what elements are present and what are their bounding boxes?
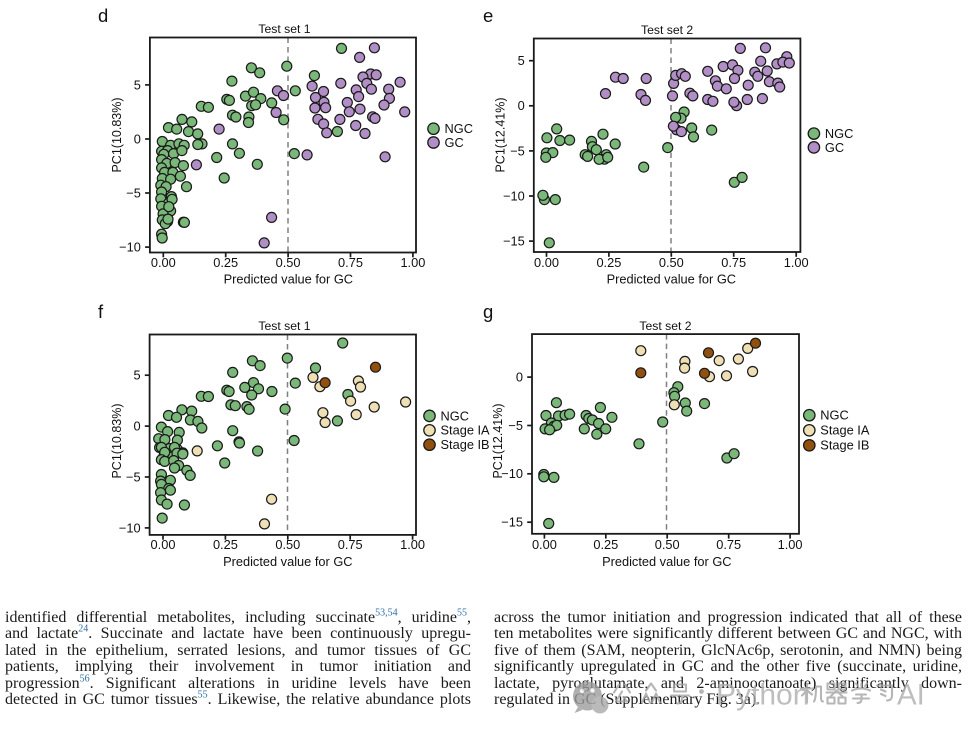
svg-text:Test set 1: Test set 1	[258, 319, 310, 333]
svg-text:0: 0	[134, 131, 141, 146]
svg-text:0.00: 0.00	[532, 537, 557, 552]
svg-text:0.25: 0.25	[593, 537, 618, 552]
svg-text:Test set 2: Test set 2	[641, 23, 693, 37]
svg-text:PC1(12.41%): PC1(12.41%)	[491, 403, 505, 478]
svg-text:GC: GC	[825, 140, 844, 155]
svg-text:1.00: 1.00	[778, 537, 803, 552]
svg-text:0.75: 0.75	[338, 537, 363, 552]
svg-text:−10: −10	[119, 520, 141, 535]
svg-text:0.50: 0.50	[659, 255, 684, 270]
svg-text:NGC: NGC	[820, 408, 848, 423]
svg-text:GC: GC	[445, 135, 464, 150]
svg-text:NGC: NGC	[441, 408, 469, 423]
svg-text:PC1(12.41%): PC1(12.41%)	[494, 97, 508, 172]
svg-text:NGC: NGC	[825, 126, 853, 141]
svg-text:Predicted value for GC: Predicted value for GC	[602, 554, 731, 569]
svg-text:−15: −15	[501, 515, 523, 530]
svg-text:5: 5	[518, 53, 525, 68]
svg-text:0.75: 0.75	[338, 255, 363, 270]
svg-text:−5: −5	[126, 185, 141, 200]
svg-text:0.00: 0.00	[151, 255, 176, 270]
svg-text:1.00: 1.00	[400, 537, 425, 552]
svg-text:e: e	[483, 5, 493, 26]
svg-text:−10: −10	[501, 466, 523, 481]
svg-text:−10: −10	[119, 240, 141, 255]
svg-text:Stage IA: Stage IA	[820, 423, 870, 438]
svg-text:0: 0	[516, 370, 523, 385]
svg-text:5: 5	[133, 368, 140, 383]
svg-text:Test set 2: Test set 2	[639, 319, 691, 333]
svg-text:5: 5	[134, 77, 141, 92]
svg-text:0.50: 0.50	[275, 537, 300, 552]
svg-text:Predicted value for GC: Predicted value for GC	[224, 272, 353, 287]
svg-text:0.50: 0.50	[655, 537, 680, 552]
svg-text:−5: −5	[508, 418, 523, 433]
svg-text:1.00: 1.00	[400, 255, 425, 270]
svg-text:PC1(10.83%): PC1(10.83%)	[110, 403, 124, 478]
svg-text:0.25: 0.25	[213, 255, 238, 270]
svg-text:0.75: 0.75	[721, 255, 746, 270]
svg-text:−15: −15	[503, 234, 525, 249]
svg-text:Stage IA: Stage IA	[441, 423, 491, 438]
svg-text:Stage IB: Stage IB	[441, 437, 490, 452]
svg-text:0.50: 0.50	[276, 255, 301, 270]
svg-text:g: g	[483, 301, 493, 322]
svg-text:f: f	[98, 301, 104, 322]
svg-text:−10: −10	[503, 188, 525, 203]
svg-text:AI: AI	[897, 678, 925, 711]
svg-text:−5: −5	[510, 143, 525, 158]
svg-text:Predicted value for GC: Predicted value for GC	[607, 272, 736, 287]
svg-text:NGC: NGC	[445, 121, 473, 136]
svg-text:0: 0	[133, 419, 140, 434]
svg-text:1.00: 1.00	[784, 255, 809, 270]
svg-text:d: d	[98, 5, 108, 26]
svg-text:0.00: 0.00	[151, 537, 176, 552]
svg-text:Predicted value for GC: Predicted value for GC	[223, 554, 352, 569]
svg-text:0.25: 0.25	[213, 537, 238, 552]
svg-text:−5: −5	[126, 469, 141, 484]
svg-text:Stage IB: Stage IB	[820, 438, 869, 453]
svg-text:0.75: 0.75	[716, 537, 741, 552]
svg-text:PC1(10.83%): PC1(10.83%)	[110, 97, 124, 172]
svg-text:0.00: 0.00	[534, 255, 559, 270]
svg-text:Test set 1: Test set 1	[258, 22, 310, 36]
svg-text:0: 0	[518, 98, 525, 113]
svg-text:Python: Python	[716, 678, 809, 711]
svg-text:0.25: 0.25	[596, 255, 621, 270]
